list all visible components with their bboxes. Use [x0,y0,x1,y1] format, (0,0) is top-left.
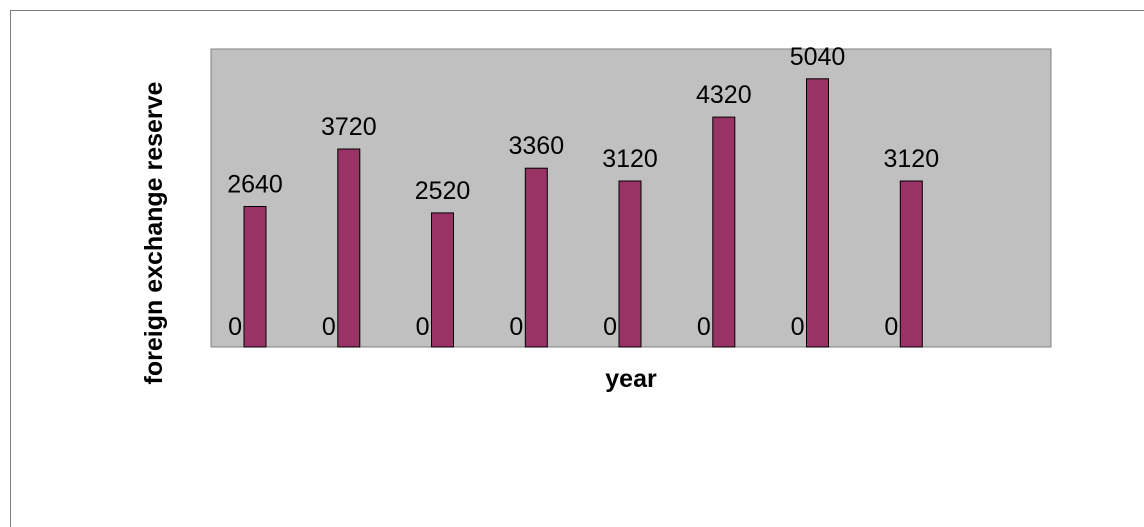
zero-label-2: 0 [322,313,336,341]
data-label-1: 2640 [227,171,283,199]
bar-6 [712,116,736,348]
zero-label-3: 0 [416,313,430,341]
zero-label-5: 0 [603,313,617,341]
data-label-4: 3360 [508,132,564,160]
data-label-8: 3120 [883,145,939,173]
data-labels: 2640 0 3720 0 2520 0 3360 0 3120 0 4320 0 5040 0 3120 0 [227,43,939,341]
data-label-5: 3120 [602,145,658,173]
bar-4 [524,167,548,348]
bar-8 [899,180,923,348]
bar-1 [243,206,267,348]
data-label-7: 5040 [790,43,846,71]
data-label-6: 4320 [696,81,752,109]
bar-2 [337,148,361,348]
bar-3 [431,212,454,348]
bar-7 [806,78,829,348]
bars [243,78,923,348]
bar-5 [618,180,642,348]
data-label-2: 3720 [321,113,377,141]
x-axis-label: year [605,365,657,393]
zero-label-4: 0 [509,313,523,341]
data-label-3: 2520 [415,177,471,205]
zero-label-7: 0 [791,313,805,341]
zero-label-6: 0 [697,313,711,341]
zero-label-1: 0 [228,313,242,341]
y-axis-label: foreign exchange reserve [140,81,168,384]
zero-label-8: 0 [884,313,898,341]
